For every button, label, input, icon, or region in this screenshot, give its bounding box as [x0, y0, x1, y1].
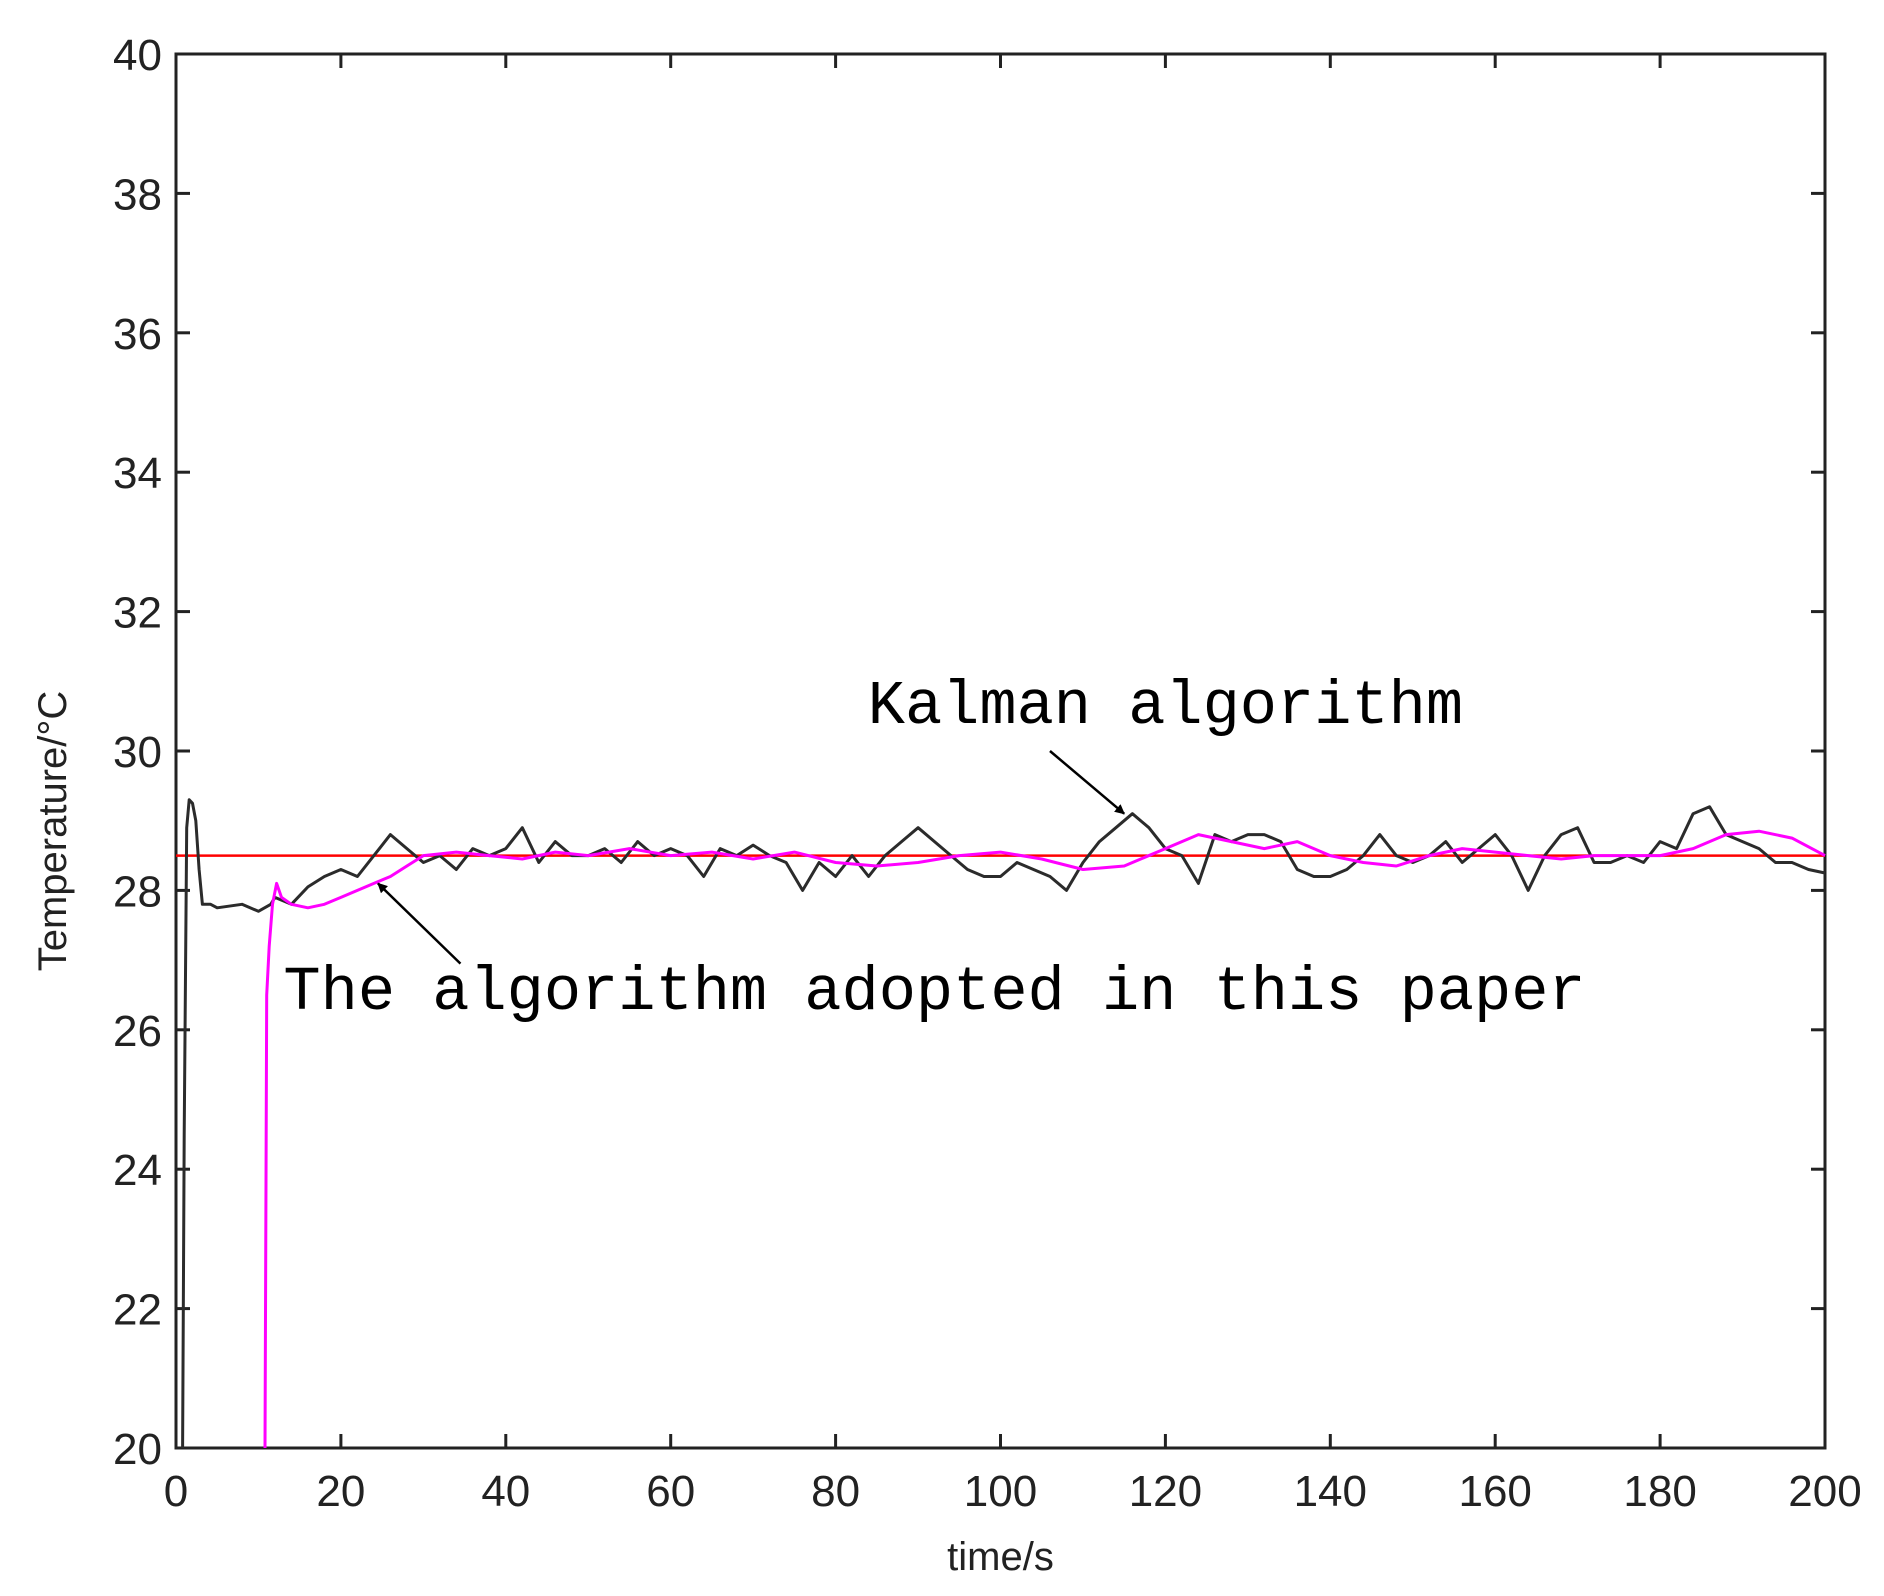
y-tick-label: 36: [113, 310, 162, 359]
kalman-line: [181, 798, 1826, 1449]
y-tick-label: 26: [113, 1007, 162, 1056]
annotation-kalman-label: Kalman algorithm: [868, 671, 1463, 742]
x-tick-label: 120: [1129, 1467, 1202, 1516]
axes: 0 20 40 60 80 100 120 140 160 180 2002022242628303…: [113, 31, 1862, 1516]
y-axis-title: Temperature/°C: [31, 691, 75, 972]
x-tick-label: 160: [1458, 1467, 1531, 1516]
y-tick-label: 30: [113, 728, 162, 777]
annotation-proposed-arrow: [377, 882, 462, 965]
y-tick-label: 34: [113, 449, 162, 498]
x-axis-title: time/s: [947, 1535, 1054, 1579]
x-tick-label: 0: [164, 1467, 188, 1516]
x-tick-label: 80: [811, 1467, 860, 1516]
y-tick-label: 40: [113, 31, 162, 80]
x-tick-label: 40: [481, 1467, 530, 1516]
y-tick-label: 22: [113, 1286, 162, 1335]
y-tick-label: 20: [113, 1425, 162, 1474]
y-tick-label: 28: [113, 867, 162, 916]
x-tick-label: 140: [1294, 1467, 1367, 1516]
x-tick-label: 180: [1623, 1467, 1696, 1516]
series-layer: [176, 798, 1826, 1449]
annotation-proposed-label: The algorithm adopted in this paper: [283, 957, 1585, 1028]
annotation-layer: Kalman algorithm The algorithm adopted in…: [283, 671, 1585, 1028]
proposed-algorithm-line: [263, 829, 1826, 1449]
x-tick-label: 200: [1788, 1467, 1861, 1516]
y-tick-label: 24: [113, 1146, 162, 1195]
y-tick-label: 38: [113, 170, 162, 219]
y-tick-label: 32: [113, 589, 162, 638]
x-tick-label: 20: [316, 1467, 365, 1516]
annotation-kalman-arrow: [1049, 750, 1125, 815]
x-tick-label: 60: [646, 1467, 695, 1516]
x-tick-label: 100: [964, 1467, 1037, 1516]
